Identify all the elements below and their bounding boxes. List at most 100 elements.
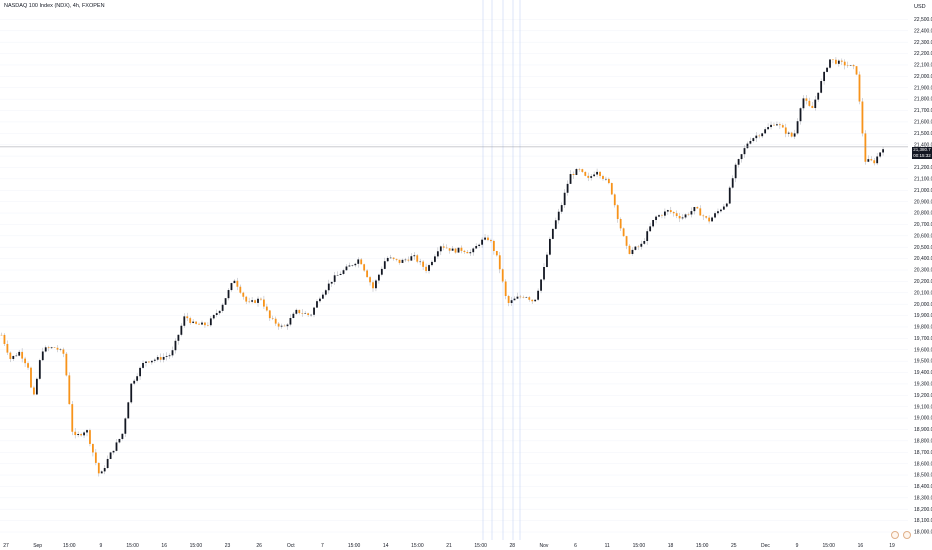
candle-body [401, 259, 404, 263]
candle-body [687, 214, 690, 215]
y-tick-label: 20,300.0 [914, 268, 932, 274]
candle-body [227, 290, 230, 299]
candle-body [767, 127, 769, 130]
candle-body [118, 438, 121, 443]
candle-body [793, 133, 796, 137]
x-tick-label: 15:00 [474, 543, 487, 549]
candle-body [71, 404, 74, 432]
candle-body [855, 66, 858, 75]
candle-body [696, 207, 699, 209]
candle-body [551, 228, 554, 239]
candle-body [150, 360, 153, 363]
candle-body [436, 251, 439, 257]
candle-body [92, 443, 94, 453]
candle-body [165, 356, 168, 357]
candle-body [602, 176, 604, 179]
candle-body [510, 300, 513, 303]
candle-body [94, 452, 97, 463]
candle-body [153, 359, 156, 361]
y-tick-label: 20,700.0 [914, 222, 932, 228]
candle-body [513, 298, 516, 301]
candle-body [274, 318, 277, 324]
candle-body [321, 294, 324, 299]
candle-body [366, 270, 369, 278]
candle-body [251, 300, 254, 302]
chart-grid [0, 19, 908, 533]
session-vertical-lines [482, 0, 521, 540]
candle-body [277, 323, 280, 327]
y-tick-label: 18,700.0 [914, 450, 932, 456]
candle-body [268, 310, 271, 319]
candle-body [27, 363, 29, 368]
y-tick-label: 22,300.0 [914, 40, 932, 46]
candle-body [861, 101, 864, 134]
x-tick-label: 15:00 [633, 543, 646, 549]
candle-body [616, 205, 619, 219]
y-tick-label: 19,700.0 [914, 336, 932, 342]
last-price-badge: 21,380.7 [912, 147, 932, 153]
candle-body [649, 226, 652, 232]
y-tick-label: 18,000.0 [914, 530, 932, 536]
candle-body [879, 152, 882, 157]
candle-body [56, 347, 59, 350]
candle-body [360, 259, 363, 265]
y-tick-label: 18,600.0 [914, 461, 932, 467]
y-tick-label: 22,100.0 [914, 63, 932, 69]
candle-body [714, 213, 716, 218]
y-tick-label: 18,900.0 [914, 427, 932, 433]
candle-body [271, 318, 274, 319]
candle-body [124, 418, 127, 434]
candle-body [882, 149, 884, 153]
candle-body [257, 298, 259, 303]
x-tick-label: Oct [287, 543, 295, 549]
candle-body [245, 296, 248, 302]
candle-body [348, 265, 351, 267]
candle-body [0, 334, 3, 336]
candle-body [622, 228, 625, 237]
candle-body [578, 169, 581, 170]
settings-icon[interactable] [891, 531, 899, 539]
flag-icon[interactable] [903, 531, 911, 539]
candle-body [460, 247, 463, 251]
candle-body [740, 154, 743, 160]
candle-body [596, 171, 598, 175]
candle-body [846, 65, 849, 66]
candle-body [416, 255, 419, 262]
x-tick-label: 15:00 [348, 543, 361, 549]
candle-body [764, 129, 767, 134]
candle-body [419, 261, 422, 263]
candle-body [383, 261, 386, 269]
candle-body [65, 353, 68, 376]
candle-body [112, 450, 115, 453]
candle-body [858, 74, 861, 102]
candle-body [428, 265, 430, 271]
candle-body [469, 252, 472, 254]
candle-body [280, 325, 283, 327]
candle-body [248, 301, 251, 303]
candle-body [731, 178, 734, 188]
candle-body [522, 296, 525, 298]
y-tick-label: 21,200.0 [914, 165, 932, 171]
candle-body [363, 264, 366, 271]
candle-body [38, 360, 41, 379]
candle-body [761, 133, 764, 137]
candle-body [330, 281, 333, 284]
x-tick-label: 26 [256, 543, 262, 549]
candle-body [773, 124, 775, 126]
candle-body [702, 215, 705, 217]
y-tick-label: 19,000.0 [914, 416, 932, 422]
candle-body [658, 215, 660, 217]
candle-body [820, 81, 823, 93]
candle-body [837, 60, 840, 64]
candle-body [354, 263, 357, 266]
candle-body [566, 183, 569, 193]
candle-body [540, 279, 542, 291]
candle-body [690, 211, 693, 215]
candle-body [870, 159, 873, 161]
candle-body [864, 133, 867, 162]
candle-body [784, 127, 787, 134]
candle-body [254, 300, 256, 303]
candle-body [610, 183, 613, 195]
candle-body [554, 220, 557, 229]
